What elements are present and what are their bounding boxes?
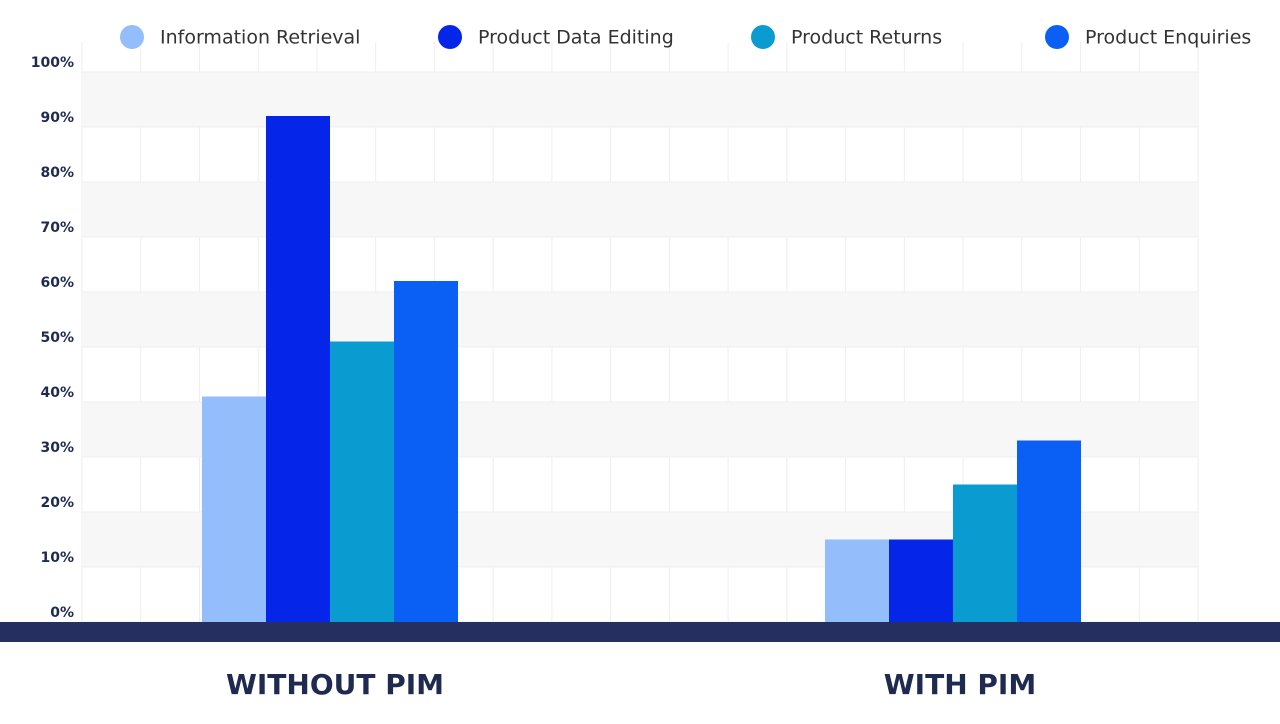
x-tick-label: WITHOUT PIM <box>226 668 444 701</box>
legend-marker <box>751 25 775 49</box>
legend-marker <box>438 25 462 49</box>
legend-marker <box>1045 25 1069 49</box>
legend-label: Product Enquiries <box>1085 27 1251 49</box>
legend-label: Information Retrieval <box>160 27 360 49</box>
bar <box>825 539 889 622</box>
x-tick-label: WITH PIM <box>884 668 1036 701</box>
y-tick-label: 100% <box>31 55 74 71</box>
bar <box>1017 440 1081 622</box>
bar <box>394 281 458 622</box>
bar <box>953 484 1017 622</box>
y-tick-label: 50% <box>40 330 74 346</box>
bar <box>330 341 394 622</box>
grid-band <box>82 182 1198 237</box>
y-tick-label: 30% <box>40 440 74 456</box>
y-tick-label: 90% <box>40 110 74 126</box>
grid-band <box>82 292 1198 347</box>
y-tick-label: 10% <box>40 550 74 566</box>
legend-marker <box>120 25 144 49</box>
y-tick-label: 80% <box>40 165 74 181</box>
baseline-bar <box>0 622 1280 642</box>
bar <box>202 396 266 622</box>
bar <box>889 539 953 622</box>
y-tick-label: 0% <box>50 605 74 621</box>
y-tick-label: 70% <box>40 220 74 236</box>
bar <box>266 116 330 622</box>
y-tick-label: 20% <box>40 495 74 511</box>
y-tick-label: 40% <box>40 385 74 401</box>
y-tick-label: 60% <box>40 275 74 291</box>
legend-label: Product Data Editing <box>478 27 674 49</box>
legend-label: Product Returns <box>791 27 942 49</box>
grid-band <box>82 72 1198 127</box>
